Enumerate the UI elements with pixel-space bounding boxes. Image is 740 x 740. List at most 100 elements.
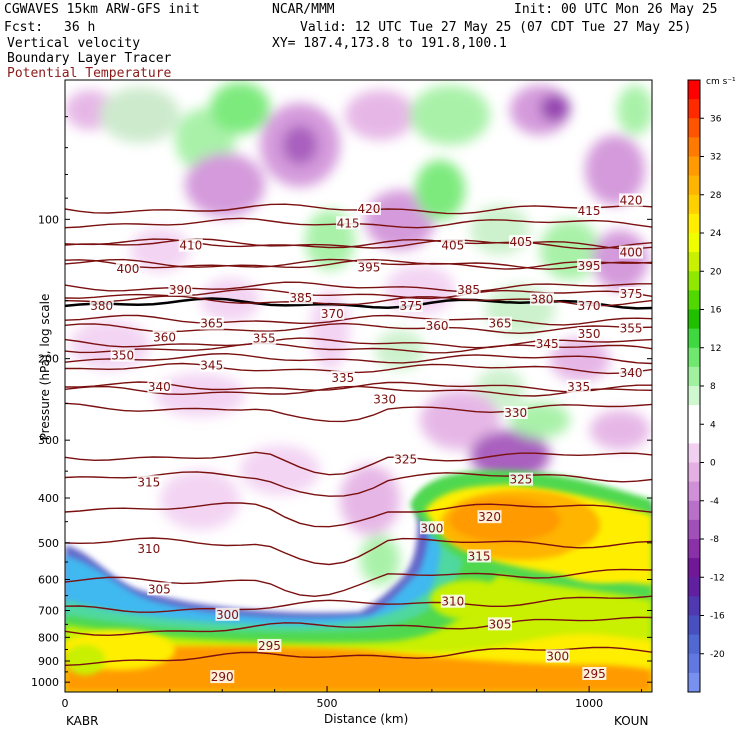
theta-label-bg bbox=[320, 306, 345, 320]
colorbar-swatch bbox=[688, 424, 700, 444]
y-tick-label: 700 bbox=[38, 604, 59, 617]
colorbar-tick-label: 32 bbox=[710, 153, 721, 163]
theta-label-bg bbox=[619, 287, 644, 301]
theta-label: 325 bbox=[394, 452, 417, 466]
field-boundary-layer: Boundary Layer Tracer bbox=[7, 51, 172, 66]
field-potential-temp: Potential Temperature bbox=[7, 66, 172, 81]
colorbar-swatch bbox=[688, 634, 700, 655]
colorbar-tick-label: -8 bbox=[710, 535, 719, 545]
theta-label-bg bbox=[136, 541, 161, 555]
theta-label: 415 bbox=[337, 216, 360, 230]
theta-label: 350 bbox=[111, 349, 134, 363]
theta-contour-405 bbox=[65, 238, 652, 250]
colorbar-tick-label: 20 bbox=[710, 267, 722, 277]
theta-contour-325 bbox=[65, 451, 652, 476]
theta-label: 370 bbox=[578, 299, 601, 313]
colorbar-tick-label: -4 bbox=[710, 497, 719, 507]
org-label: NCAR/MMM bbox=[272, 2, 335, 17]
theta-label: 325 bbox=[510, 473, 533, 487]
theta-label: 415 bbox=[578, 204, 601, 218]
x-axis-label: Distance (km) bbox=[324, 712, 409, 726]
colorbar-swatch bbox=[688, 194, 700, 215]
colorbar-swatch bbox=[688, 118, 700, 138]
colorbar-tick-label: 8 bbox=[710, 382, 716, 392]
theta-label: 315 bbox=[137, 475, 160, 489]
theta-label: 360 bbox=[153, 330, 176, 344]
y-tick-label: 200 bbox=[38, 353, 59, 366]
colorbar: cm s⁻¹ 36 32 28 24 20 16 12 8 4 0 -4 -8 -12 -16 -20 bbox=[687, 77, 736, 693]
theta-contour-400 bbox=[65, 258, 652, 270]
fcst-value: 36 h bbox=[64, 20, 96, 35]
y-tick-label: 500 bbox=[38, 537, 59, 550]
theta-label: 420 bbox=[358, 202, 381, 216]
theta-label: 420 bbox=[620, 193, 643, 207]
field-vertical-velocity: Vertical velocity bbox=[7, 36, 141, 51]
theta-label-bg bbox=[619, 366, 644, 380]
theta-label-bg bbox=[215, 607, 240, 621]
theta-label: 385 bbox=[457, 283, 480, 297]
theta-label: 330 bbox=[373, 392, 396, 406]
theta-contour-330 bbox=[65, 402, 652, 423]
theta-contour-315 bbox=[65, 471, 652, 497]
theta-label-bg bbox=[372, 392, 397, 406]
colorbar-tick-label: 4 bbox=[710, 420, 716, 430]
theta-contour-385 bbox=[65, 288, 652, 300]
x-tick-label: 1000 bbox=[575, 697, 603, 710]
theta-contour-410 bbox=[65, 238, 652, 250]
theta-label-bg bbox=[425, 318, 450, 332]
theta-contour-310 bbox=[65, 537, 652, 566]
theta-label-bg bbox=[488, 617, 513, 631]
theta-label: 355 bbox=[620, 321, 643, 335]
theta-label: 335 bbox=[331, 371, 354, 385]
colorbar-swatch bbox=[688, 99, 700, 119]
colorbar-swatch bbox=[688, 271, 700, 291]
y-tick-label: 600 bbox=[38, 574, 59, 587]
theta-label: 295 bbox=[583, 667, 606, 681]
theta-label: 395 bbox=[358, 260, 381, 274]
colorbar-swatch bbox=[688, 577, 700, 597]
colorbar-tick-label: 36 bbox=[710, 114, 722, 124]
theta-label-bg bbox=[398, 299, 423, 313]
theta-label-bg bbox=[419, 521, 444, 535]
theta-label-bg bbox=[152, 330, 177, 344]
colorbar-swatch bbox=[688, 558, 700, 578]
theta-label-bg bbox=[257, 638, 282, 652]
theta-label-bg bbox=[210, 670, 235, 684]
theta-label: 295 bbox=[258, 639, 281, 653]
colorbar-swatch bbox=[688, 252, 700, 272]
theta-contour-390 bbox=[65, 281, 652, 293]
colorbar-swatch bbox=[688, 443, 700, 463]
theta-label-bg bbox=[178, 238, 203, 252]
theta-label-bg bbox=[477, 510, 502, 524]
colorbar-swatch bbox=[688, 653, 700, 674]
theta-label: 345 bbox=[200, 359, 223, 373]
theta-label: 310 bbox=[441, 595, 464, 609]
y-tick-label: 300 bbox=[38, 434, 59, 447]
theta-label: 370 bbox=[321, 307, 344, 321]
y-axis-label: Pressure (hPa), log scale bbox=[38, 293, 52, 441]
theta-label-bg bbox=[440, 238, 465, 252]
theta-label-bg bbox=[147, 379, 172, 393]
theta-label: 365 bbox=[489, 317, 512, 331]
theta-label-bg bbox=[508, 235, 533, 249]
theta-label: 320 bbox=[478, 510, 501, 524]
theta-label-bg bbox=[535, 337, 560, 351]
model-title: CGWAVES 15km ARW-GFS init bbox=[4, 2, 200, 17]
theta-label-bg bbox=[566, 379, 591, 393]
theta-contour-320 bbox=[65, 502, 652, 528]
theta-label: 305 bbox=[148, 582, 171, 596]
fcst-label: Fcst: bbox=[4, 20, 44, 35]
theta-contour-345 bbox=[65, 362, 652, 375]
theta-label: 380 bbox=[530, 292, 553, 306]
init-time: Init: 00 UTC Mon 26 May 25 bbox=[514, 2, 718, 17]
theta-label: 340 bbox=[148, 380, 171, 394]
theta-label: 405 bbox=[510, 235, 533, 249]
colorbar-tick-label: 24 bbox=[710, 229, 722, 239]
colorbar-swatch bbox=[688, 156, 700, 177]
theta-label-bg bbox=[199, 358, 224, 372]
theta-label-bg bbox=[356, 202, 381, 216]
colorbar-swatch bbox=[688, 500, 700, 521]
theta-label: 375 bbox=[620, 287, 643, 301]
theta-contour-305 bbox=[65, 568, 652, 598]
